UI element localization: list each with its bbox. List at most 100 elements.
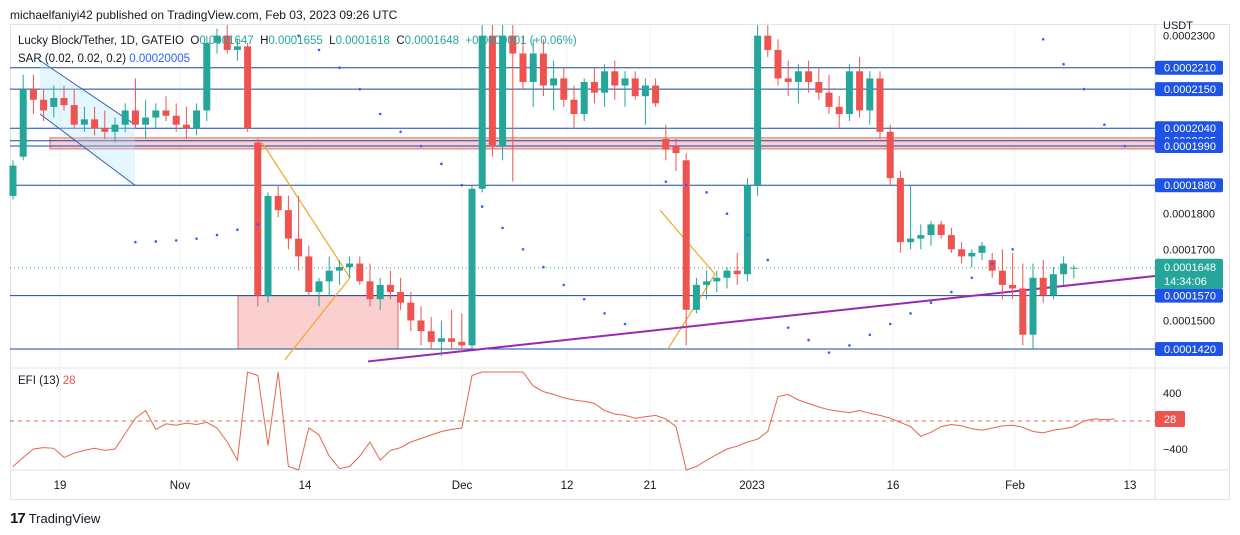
- sar-dot: [317, 48, 321, 52]
- sar-dot: [501, 226, 504, 230]
- candle-body: [652, 85, 660, 104]
- candle-body: [182, 124, 190, 129]
- candle-body: [80, 119, 88, 125]
- candle-body: [305, 256, 313, 293]
- sar-dot: [419, 144, 423, 148]
- sar-dot: [1123, 144, 1127, 148]
- legend-o-label: O: [190, 35, 200, 47]
- wedge-pattern-2: [659, 209, 716, 350]
- legend-high: 0.0001655: [268, 35, 323, 47]
- sar-dot: [338, 66, 341, 70]
- sar-dot: [746, 233, 749, 237]
- sar-value: 0.00020005: [129, 53, 191, 65]
- candle-body: [448, 338, 456, 342]
- candle-body: [1009, 284, 1017, 289]
- brand-name: TradingView: [28, 511, 101, 526]
- level-tag-label: 0.0002040: [1164, 123, 1216, 135]
- candles-layer: [9, 25, 1078, 357]
- sar-dot: [154, 240, 158, 243]
- candle-body: [529, 53, 537, 82]
- candle-body: [1029, 277, 1037, 335]
- legend-efi: EFI (13) 28: [18, 375, 76, 387]
- sar-dot: [766, 258, 770, 262]
- sar-dot: [480, 205, 484, 208]
- sar-dot: [664, 180, 668, 183]
- candle-body: [244, 46, 252, 129]
- candle-body: [519, 53, 527, 82]
- sar-dot: [215, 233, 219, 237]
- publisher-line: michaelfaniyi42 published on TradingView…: [10, 8, 398, 22]
- candle-body: [784, 78, 792, 82]
- efi-tag-label: 28: [1164, 414, 1176, 426]
- candle-body: [998, 270, 1006, 285]
- efi-label: EFI (13): [18, 375, 60, 387]
- sar-dot: [848, 344, 851, 347]
- candle-body: [427, 331, 435, 342]
- candle-body: [315, 281, 323, 293]
- efi-layer: [10, 371, 1155, 471]
- legend-close: 0.0001648: [404, 35, 460, 47]
- level-tag-label: 0.0001570: [1164, 291, 1216, 303]
- efi-tag-bg: [1155, 411, 1185, 428]
- tradingview-brand[interactable]: 17 TradingView: [10, 510, 100, 527]
- candle-body: [682, 160, 690, 310]
- level-tag-label: 0.0001420: [1164, 344, 1216, 356]
- candle-body: [458, 341, 466, 346]
- last-price-tag-value: 0.0001648: [1164, 262, 1216, 274]
- sar-dot: [378, 112, 382, 116]
- level-tag-bg: [1155, 139, 1223, 154]
- candle-body: [631, 78, 639, 97]
- candle-body: [325, 270, 333, 282]
- candle-body: [1060, 263, 1068, 275]
- legend-low: 0.0001618: [335, 35, 390, 47]
- candle-body: [733, 270, 741, 275]
- candle-body: [284, 210, 292, 239]
- sar-dot: [868, 333, 872, 337]
- legend-symbol: Lucky Block/Tether, 1D, GATEIO: [18, 35, 184, 47]
- candle-body: [1049, 274, 1057, 296]
- legend-l-label: L: [329, 35, 336, 47]
- bar-countdown: 14:34:06: [1164, 276, 1207, 288]
- sar-dot: [970, 276, 974, 280]
- candle-body: [193, 110, 201, 129]
- candle-body: [152, 110, 160, 118]
- last-price-tag-bg: [1155, 258, 1223, 289]
- support-zone: [237, 295, 399, 350]
- level-tag-bg: [1155, 288, 1223, 303]
- sar-dot: [623, 322, 627, 326]
- candle-body: [50, 97, 58, 107]
- candle-body: [274, 195, 282, 211]
- sar-dot: [1011, 247, 1014, 251]
- efi-value: 28: [62, 375, 76, 387]
- candle-body: [111, 124, 119, 132]
- legend-open: 0.0001647: [199, 35, 254, 47]
- candle-body: [101, 128, 109, 132]
- channel-lower: [39, 113, 136, 186]
- sar-dot: [827, 351, 831, 354]
- candle-body: [590, 81, 598, 93]
- candle-body: [478, 35, 486, 189]
- efi-tick-label: −400: [1163, 444, 1188, 456]
- candle-body: [60, 97, 68, 106]
- candle-body: [968, 252, 976, 257]
- candle-body: [896, 178, 904, 243]
- candle-body: [907, 238, 915, 243]
- candle-body: [550, 78, 558, 86]
- candle-body: [346, 263, 354, 268]
- efi-line: [12, 371, 1115, 471]
- level-tag-bg: [1155, 82, 1223, 97]
- sar-dot: [909, 312, 912, 315]
- candle-body: [641, 85, 649, 97]
- sar-dot: [399, 130, 402, 134]
- sar-dot: [134, 240, 137, 244]
- candle-body: [29, 89, 37, 100]
- candle-body: [825, 92, 833, 107]
- candle-body: [91, 119, 99, 129]
- efi-tick-label: 400: [1163, 388, 1181, 400]
- candle-body: [142, 117, 150, 125]
- legend-sar: SAR (0.02, 0.02, 0.2) 0.00020005: [18, 53, 190, 65]
- candle-body: [978, 245, 986, 253]
- candle-body: [223, 35, 231, 50]
